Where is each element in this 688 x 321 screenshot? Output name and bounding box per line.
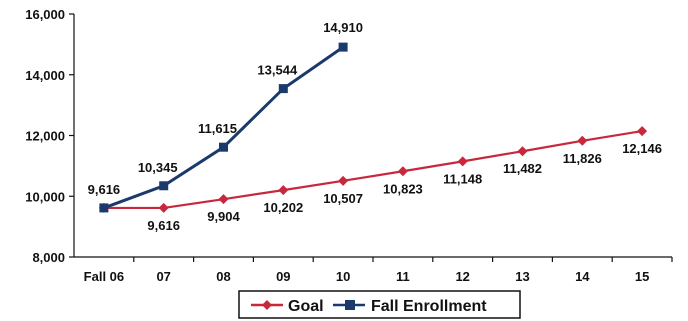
y-tick-label: 12,000 (25, 129, 65, 144)
goal-series-line (103, 129, 643, 210)
goal-point (218, 194, 229, 205)
y-tick-label: 16,000 (25, 7, 65, 22)
legend-goal-diamond-icon (262, 300, 272, 310)
fall-enrollment-point (278, 84, 288, 94)
goal-data-label: 10,202 (263, 200, 303, 215)
goal-data-label: 9,616 (147, 218, 180, 233)
goal-point (338, 175, 349, 186)
goal-data-label: 11,148 (443, 171, 482, 186)
goal-point (637, 126, 648, 137)
x-tick-label: 08 (216, 269, 230, 284)
fall-enrollment-data-label: 14,910 (323, 20, 363, 35)
goal-data-label: 12,146 (622, 141, 662, 156)
y-axis-ticks: 8,000 10,000 12,000 14,000 16,000 (25, 7, 74, 265)
series-layer (98, 42, 648, 213)
fall-enrollment-data-label: 10,345 (138, 160, 178, 175)
fall-enrollment-data-label: 9,616 (88, 182, 121, 197)
fall-enrollment-point (219, 142, 228, 152)
goal-point (278, 185, 289, 196)
goal-point (577, 135, 588, 146)
goal-data-label: 11,482 (503, 161, 542, 176)
legend-enrollment-square-icon (345, 300, 355, 310)
y-tick-label: 14,000 (25, 68, 65, 83)
x-tick-label: 15 (635, 269, 649, 284)
goal-point (457, 156, 468, 167)
x-tick-label: 12 (455, 269, 469, 284)
legend-goal-label: Goal (288, 298, 324, 315)
goal-data-label: 11,826 (563, 151, 602, 166)
goal-data-label: 10,507 (323, 191, 363, 206)
x-axis-ticks: Fall 06 07 08 09 10 11 12 13 14 15 (84, 257, 673, 284)
x-tick-label: 14 (575, 269, 590, 284)
x-tick-label: 10 (336, 269, 350, 284)
goal-data-label: 9,904 (207, 209, 240, 224)
data-labels: 9,616 9,904 10,202 10,507 10,823 11,148 11,482… (88, 20, 662, 233)
goal-point (397, 166, 408, 177)
fall-enrollment-data-label: 11,615 (198, 121, 237, 136)
legend: Goal Fall Enrollment (238, 290, 521, 319)
fall-enrollment-point (159, 181, 169, 191)
goal-point (158, 202, 169, 213)
x-tick-label: 09 (276, 269, 290, 284)
fall-enrollment-point (338, 42, 348, 52)
fall-enrollment-data-label: 13,544 (257, 63, 298, 78)
y-tick-label: 8,000 (32, 250, 65, 265)
y-tick-label: 10,000 (25, 189, 65, 204)
fall-enrollment-point (99, 203, 109, 213)
x-tick-label: Fall 06 (84, 269, 124, 284)
legend-enrollment-label: Fall Enrollment (371, 298, 487, 315)
x-tick-label: 07 (156, 269, 170, 284)
x-tick-label: 13 (515, 269, 529, 284)
goal-data-label: 10,823 (383, 181, 423, 196)
x-tick-label: 11 (396, 269, 410, 284)
goal-point (517, 146, 528, 157)
